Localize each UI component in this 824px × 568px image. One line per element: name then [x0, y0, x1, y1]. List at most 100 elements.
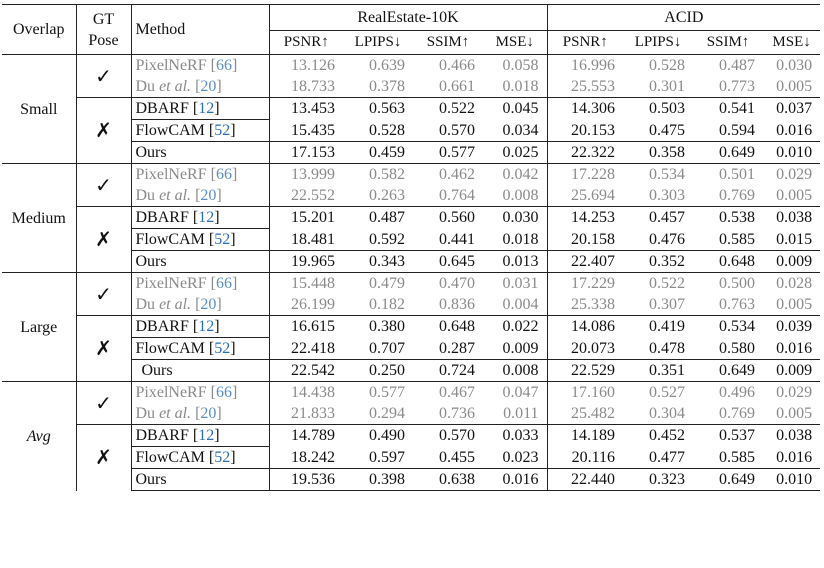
dataset-realestate-header: RealEstate-10K	[269, 4, 548, 31]
acid-value: 0.016	[776, 448, 813, 466]
realestate-value: 17.153	[269, 141, 343, 164]
acid-value: 0.769	[719, 187, 756, 204]
realestate-value: 0.470	[439, 275, 475, 292]
citation-link: 52	[214, 231, 231, 248]
dataset-acid-header: ACID	[547, 4, 821, 31]
gt-pose-header-line2: Pose	[88, 31, 119, 49]
realestate-value: 0.661	[439, 78, 475, 95]
acid-value: 22.529	[547, 359, 624, 382]
method-header: Method	[131, 4, 270, 55]
realestate-value: 0.648	[413, 315, 483, 338]
metric-header: MSE↓	[483, 30, 548, 55]
citation-link: 12	[198, 209, 215, 226]
overlap-label: Large	[2, 272, 77, 382]
overlap-label: Medium	[2, 163, 77, 273]
realestate-value: 0.058	[483, 54, 548, 76]
realestate-value: 15.448	[291, 275, 335, 292]
method-name: FlowCAM [52]	[131, 337, 270, 360]
acid-value: 20.153	[571, 121, 616, 139]
realestate-value: 0.479	[369, 275, 405, 292]
realestate-value: 0.018	[483, 228, 548, 251]
citation-link: 66	[215, 275, 232, 292]
realestate-value: 0.707	[369, 339, 405, 357]
realestate-value: 0.008	[483, 185, 548, 207]
overlap-label: Avg	[2, 381, 77, 491]
table-row: ✗ DBARF [12] 15.201 0.487 0.560 0.030 14.253 0.…	[2, 206, 821, 273]
acid-value: 0.038	[763, 424, 821, 447]
cross-mark-icon: ✗	[76, 206, 132, 273]
acid-value: 0.585	[719, 230, 756, 248]
realestate-value: 0.577	[413, 141, 483, 164]
realestate-value: 0.250	[343, 359, 413, 382]
method-name: Du et al. [20]	[131, 403, 270, 425]
realestate-value: 21.833	[291, 405, 335, 422]
realestate-value: 0.638	[413, 468, 483, 491]
acid-value: 0.594	[719, 121, 756, 139]
acid-value: 0.005	[776, 296, 813, 313]
check-mark-icon: ✓	[76, 381, 132, 425]
method-name: Ours	[131, 468, 270, 491]
method-name: Du et al. [20]	[131, 76, 270, 98]
realestate-value: 22.542	[269, 359, 343, 382]
realestate-value: 0.582	[369, 166, 405, 183]
acid-value: 25.338	[571, 296, 616, 313]
results-table: Overlap GT Pose Method RealEstate-10K AC…	[2, 4, 821, 491]
realestate-value: 0.455	[439, 448, 475, 466]
acid-value: 25.553	[571, 78, 616, 95]
realestate-value: 0.522	[413, 97, 483, 120]
table-row: FlowCAM [52] 18.242 0.597 0.455 0.023 20.116 0…	[2, 446, 820, 469]
method-name: DBARF [12]	[131, 315, 270, 338]
realestate-value: 13.453	[269, 97, 343, 120]
acid-value: 0.029	[776, 384, 813, 401]
realestate-value: 26.199	[291, 296, 335, 313]
acid-value: 0.534	[649, 166, 686, 183]
realestate-value: 15.201	[269, 206, 343, 229]
realestate-value: 0.022	[483, 315, 548, 338]
realestate-value: 0.645	[413, 250, 483, 273]
metric-header: PSNR↑	[283, 34, 329, 50]
realestate-value: 0.462	[439, 166, 475, 183]
realestate-value: 0.441	[439, 230, 475, 248]
realestate-value: 0.466	[439, 57, 475, 74]
cross-mark-icon: ✗	[76, 424, 132, 491]
citation-link: 66	[215, 57, 232, 74]
acid-value: 0.503	[623, 97, 694, 120]
acid-value: 0.538	[693, 206, 764, 229]
citation-link: 66	[215, 166, 232, 183]
table-row: Ours 19.965 0.343 0.645 0.013 22.407 0.352 0.64…	[2, 250, 821, 273]
metric-header: LPIPS↓	[354, 34, 402, 50]
acid-value: 0.010	[763, 468, 821, 491]
acid-value: 0.452	[623, 424, 694, 447]
method-name: Ours	[131, 359, 270, 382]
acid-value: 0.457	[623, 206, 694, 229]
realestate-value: 0.570	[439, 121, 475, 139]
acid-value: 0.005	[776, 405, 813, 422]
realestate-value: 0.004	[483, 294, 548, 316]
acid-value: 0.476	[649, 230, 686, 248]
realestate-value: 0.033	[483, 424, 548, 447]
realestate-value: 0.011	[483, 403, 548, 425]
realestate-value: 0.016	[483, 468, 548, 491]
table-row: FlowCAM [52] 15.435 0.528 0.570 0.034 20.153 0…	[2, 119, 820, 142]
method-name: PixelNeRF [66]	[131, 163, 270, 185]
realestate-value: 22.418	[291, 339, 335, 357]
realestate-value: 0.294	[369, 405, 405, 422]
acid-value: 0.475	[649, 121, 686, 139]
method-name-italic: et al.	[159, 78, 192, 95]
method-name: PixelNeRF [66]	[131, 54, 270, 76]
acid-value: 0.648	[693, 250, 764, 273]
realestate-value: 0.398	[343, 468, 413, 491]
acid-value: 0.541	[693, 97, 764, 120]
acid-value: 0.351	[623, 359, 694, 382]
acid-value: 20.158	[571, 230, 616, 248]
realestate-value: 0.042	[483, 163, 548, 185]
citation-link: 20	[200, 78, 217, 95]
acid-value: 0.527	[649, 384, 686, 401]
realestate-value: 0.030	[483, 206, 548, 229]
table-row: Ours 22.542 0.250 0.724 0.008 22.529 0.351 0.64…	[2, 359, 821, 382]
method-name: FlowCAM [52]	[131, 119, 270, 142]
acid-value: 0.501	[719, 166, 756, 183]
acid-value: 0.773	[719, 78, 756, 95]
acid-value: 0.649	[693, 359, 764, 382]
check-mark-icon: ✓	[76, 272, 132, 316]
